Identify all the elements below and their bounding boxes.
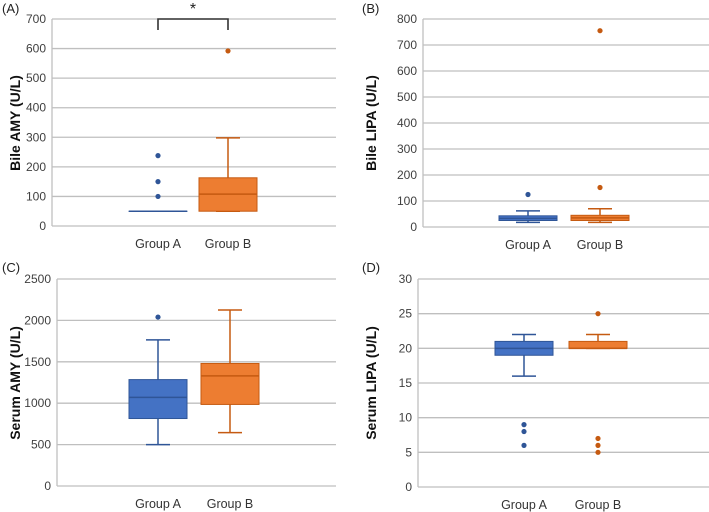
outlier-point <box>155 193 161 200</box>
panel-c: (C) Serum AMY (U/L) 0 500 1000 1500 2000 2500 Gr… <box>2 260 336 511</box>
outlier-point <box>525 191 531 198</box>
y-tick-label: 300 <box>26 130 46 144</box>
box-group-a <box>494 333 554 448</box>
y-tick-label: 2000 <box>24 313 51 327</box>
significance-bracket <box>157 18 229 30</box>
y-tick-label: 100 <box>397 194 417 208</box>
y-tick-label: 0 <box>44 479 51 493</box>
y-tick-label: 300 <box>397 142 417 156</box>
panel-d: (D) Serum LIPA (U/L) 0 5 10 15 20 25 30 Group A Gr… <box>362 260 709 512</box>
panel-label: (A) <box>2 1 19 16</box>
y-tick-label: 600 <box>397 64 417 78</box>
outlier-point <box>597 28 603 34</box>
panel-label: (D) <box>362 260 380 275</box>
panel-a: (A) Bile AMY (U/L) 0 100 200 300 400 500 600 700 G… <box>2 1 336 251</box>
panel-label: (B) <box>362 1 379 16</box>
outlier-point <box>595 449 601 455</box>
y-tick-label: 0 <box>405 480 412 494</box>
x-category-label: Group A <box>135 497 182 511</box>
outlier-point <box>521 428 527 435</box>
y-tick-label: 25 <box>399 307 413 321</box>
panel-label: (C) <box>2 260 20 275</box>
y-tick-label: 200 <box>397 168 417 182</box>
y-tick-label: 0 <box>410 220 417 234</box>
x-category-label: Group B <box>577 238 624 252</box>
outlier-point <box>521 422 527 428</box>
box-group-b <box>570 28 630 224</box>
y-tick-label: 100 <box>26 189 46 203</box>
y-axis-label: Serum LIPA (U/L) <box>363 326 379 440</box>
y-tick-label: 1500 <box>24 355 51 369</box>
x-category-label: Group B <box>207 497 254 511</box>
y-tick-label: 0 <box>39 219 46 233</box>
y-tick-label: 600 <box>26 42 46 56</box>
box-group-b <box>568 311 628 455</box>
y-tick-label: 15 <box>399 376 413 390</box>
y-tick-label: 200 <box>26 160 46 174</box>
iqr-box <box>568 340 628 349</box>
outlier-point <box>595 442 601 448</box>
y-tick-label: 800 <box>397 12 417 26</box>
x-category-label: Group A <box>505 238 552 252</box>
y-tick-label: 700 <box>397 38 417 52</box>
outlier-point <box>597 184 603 191</box>
box-group-b <box>198 48 258 212</box>
outlier-point <box>595 435 601 442</box>
x-category-label: Group A <box>501 498 548 512</box>
y-tick-label: 20 <box>399 341 413 355</box>
box-group-a <box>498 191 558 224</box>
panel-b: (B) Bile LIPA (U/L) 0 100 200 300 400 500 600 700… <box>362 1 709 252</box>
y-tick-label: 500 <box>26 71 46 85</box>
x-category-label: Group B <box>575 498 622 512</box>
box-group-a <box>128 314 188 446</box>
x-category-label: Group B <box>205 237 252 251</box>
significance-marker: * <box>190 1 196 18</box>
y-tick-label: 500 <box>397 90 417 104</box>
y-tick-label: 5 <box>405 445 412 459</box>
y-tick-label: 400 <box>397 116 417 130</box>
outlier-point <box>521 442 527 448</box>
iqr-box <box>200 362 260 405</box>
y-axis-label: Bile LIPA (U/L) <box>363 75 379 171</box>
y-tick-label: 700 <box>26 12 46 26</box>
iqr-box <box>128 379 188 420</box>
y-axis-label: Bile AMY (U/L) <box>7 75 23 171</box>
outlier-point <box>155 153 161 159</box>
x-category-label: Group A <box>135 237 182 251</box>
y-tick-label: 30 <box>399 272 413 286</box>
y-tick-label: 500 <box>31 438 51 452</box>
outlier-point <box>155 179 161 185</box>
y-tick-label: 2500 <box>24 272 51 286</box>
box-group-a <box>128 153 188 212</box>
outlier-point <box>595 311 601 317</box>
y-tick-label: 400 <box>26 101 46 115</box>
outlier-point <box>155 314 161 320</box>
y-axis-label: Serum AMY (U/L) <box>7 326 23 440</box>
y-tick-label: 1000 <box>24 396 51 410</box>
y-tick-label: 10 <box>399 411 413 425</box>
outlier-point <box>225 48 231 54</box>
box-group-b <box>200 309 260 434</box>
